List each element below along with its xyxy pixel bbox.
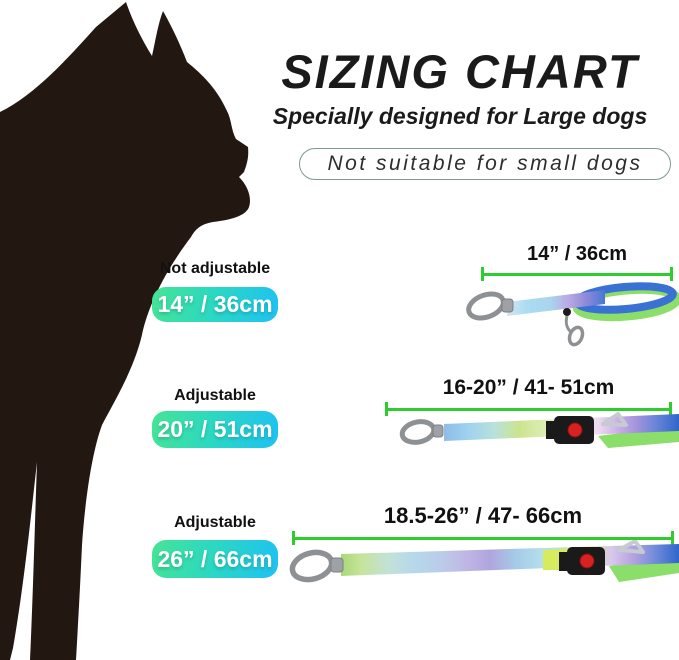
side-release-buckle-icon	[546, 416, 594, 444]
measurement-2: 16-20” / 41- 51cm	[385, 376, 672, 416]
strap	[507, 290, 605, 316]
leash-image-short	[466, 282, 679, 347]
adjustability-label-3: Adjustable	[174, 514, 256, 531]
carabiner-clip-icon	[289, 549, 344, 583]
measurement-line-3	[292, 531, 674, 545]
measurement-3: 18.5-26” / 47- 66cm	[292, 503, 674, 545]
carabiner-clip-icon	[399, 419, 444, 445]
note-pill: Not suitable for small dogs	[299, 148, 671, 180]
d-ring-icon	[617, 540, 645, 554]
size-badge-text-3: 26” / 66cm	[157, 545, 273, 572]
size-badge-3: 26” / 66cm	[152, 540, 278, 578]
d-ring-icon	[601, 412, 628, 427]
measurement-label-2: 16-20” / 41- 51cm	[442, 376, 615, 399]
measurement-label-1: 14” / 36cm	[526, 243, 628, 265]
size-badge-2: 20” / 51cm	[152, 411, 278, 448]
dog-silhouette-icon	[0, 2, 250, 660]
collar-image-large	[289, 540, 679, 583]
subtitle: Specially designed for Large dogs	[272, 103, 648, 129]
measurement-1: 14” / 36cm	[481, 243, 673, 281]
side-release-buckle-icon	[559, 547, 605, 575]
measurement-line-2	[385, 402, 672, 416]
size-badge-1: 14” / 36cm	[152, 287, 278, 322]
measurement-line-1	[481, 267, 673, 281]
adjustability-label-2: Adjustable	[174, 387, 256, 404]
size-badge-text-2: 20” / 51cm	[157, 416, 273, 442]
collar-image-medium	[399, 412, 679, 448]
dog-silhouette-path	[0, 2, 250, 660]
measurement-label-3: 18.5-26” / 47- 66cm	[383, 503, 583, 528]
dangling-clip-icon	[563, 308, 585, 347]
adjustability-label-1: Not adjustable	[159, 260, 271, 277]
page-title: SIZING CHART	[281, 45, 639, 98]
note-text: Not suitable for small dogs	[327, 152, 643, 175]
size-badge-text-1: 14” / 36cm	[157, 291, 273, 317]
carabiner-clip-icon	[466, 291, 514, 321]
